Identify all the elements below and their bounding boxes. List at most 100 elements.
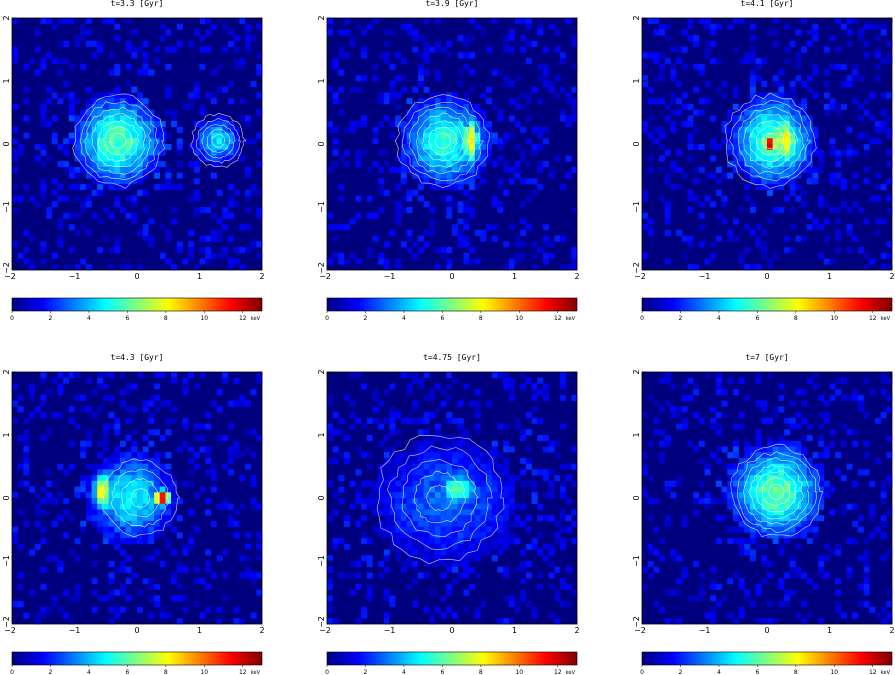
heatmap-cell xyxy=(29,383,36,390)
heatmap-cell xyxy=(687,264,694,271)
heatmap-cell xyxy=(400,452,407,459)
heatmap-cell xyxy=(542,492,549,499)
heatmap-cell xyxy=(681,63,688,70)
heatmap-cell xyxy=(503,572,510,579)
heatmap-cell xyxy=(46,429,53,436)
heatmap-cell xyxy=(693,389,700,396)
heatmap-cell xyxy=(148,515,155,522)
heatmap-cell xyxy=(744,195,751,202)
heatmap-cell xyxy=(755,149,762,156)
heatmap-cell xyxy=(137,498,143,505)
heatmap-cell xyxy=(503,618,510,625)
heatmap-cell xyxy=(383,446,390,453)
colorbar-tick-label: 4 xyxy=(87,315,91,322)
heatmap-cell xyxy=(732,218,739,225)
heatmap-cell xyxy=(85,86,92,93)
heatmap-cell xyxy=(698,583,705,590)
heatmap-cell xyxy=(840,612,847,619)
heatmap-cell xyxy=(85,201,92,208)
heatmap-cell xyxy=(57,412,64,419)
heatmap-cell xyxy=(17,394,24,401)
heatmap-cell xyxy=(80,63,87,70)
heatmap-cell xyxy=(446,457,453,464)
contour-line xyxy=(376,434,505,565)
heatmap-cell xyxy=(125,538,132,545)
heatmap-cell xyxy=(704,81,711,88)
heatmap-cell xyxy=(434,606,441,613)
heatmap-cell xyxy=(795,520,802,527)
heatmap-cell xyxy=(670,555,677,562)
heatmap-cell xyxy=(457,463,464,470)
heatmap-cell xyxy=(789,166,796,173)
heatmap-cell xyxy=(457,520,464,527)
heatmap-cell xyxy=(840,149,847,156)
x-tick-label: −1 xyxy=(699,272,711,281)
heatmap-cell xyxy=(715,429,722,436)
heatmap-cell xyxy=(761,526,768,533)
heatmap-cell xyxy=(395,264,402,271)
heatmap-cell xyxy=(880,606,887,613)
heatmap-cell xyxy=(159,252,166,259)
heatmap-cell xyxy=(119,115,126,122)
heatmap-cell xyxy=(119,264,126,271)
heatmap-cell xyxy=(159,509,166,516)
heatmap-cell xyxy=(344,572,351,579)
heatmap-cell xyxy=(812,35,819,42)
heatmap-cell xyxy=(738,252,745,259)
heatmap-cell xyxy=(880,109,887,116)
heatmap-cell xyxy=(355,561,362,568)
heatmap-cell xyxy=(125,46,132,53)
heatmap-cell xyxy=(508,29,515,36)
heatmap-cell xyxy=(429,138,436,145)
heatmap-cell xyxy=(463,103,470,110)
heatmap-cell xyxy=(727,172,734,179)
heatmap-cell xyxy=(755,166,762,173)
heatmap-cell xyxy=(440,498,447,505)
heatmap-cell xyxy=(531,406,538,413)
heatmap-cell xyxy=(395,258,402,265)
heatmap-cell xyxy=(327,212,333,219)
heatmap-cell xyxy=(205,18,212,25)
heatmap-cell xyxy=(778,149,785,156)
heatmap-cell xyxy=(119,166,126,173)
heatmap-cell xyxy=(778,126,785,133)
heatmap-cell xyxy=(446,606,453,613)
heatmap-cell xyxy=(732,235,739,242)
heatmap-cell xyxy=(772,149,779,156)
heatmap-cell xyxy=(131,201,138,208)
heatmap-cell xyxy=(210,572,217,579)
contour-line xyxy=(413,471,466,524)
heatmap-cell xyxy=(355,572,362,579)
heatmap-cell xyxy=(108,469,115,476)
heatmap-cell xyxy=(823,412,830,419)
heatmap-cell xyxy=(102,440,109,447)
heatmap-cell xyxy=(480,480,487,487)
heatmap-cell xyxy=(738,121,745,128)
heatmap-cell xyxy=(12,155,18,162)
heatmap-cell xyxy=(732,463,739,470)
y-tick-label: 0 xyxy=(2,495,11,500)
heatmap-cell xyxy=(74,372,81,379)
heatmap-cell xyxy=(434,457,441,464)
heatmap-cell xyxy=(565,515,572,522)
heatmap-cell xyxy=(784,103,791,110)
heatmap-cell xyxy=(767,126,773,133)
heatmap-cell xyxy=(795,532,802,539)
heatmap-cell xyxy=(165,463,172,470)
heatmap-cell xyxy=(176,172,183,179)
heatmap-cell xyxy=(559,377,566,384)
heatmap-cells xyxy=(327,372,578,625)
heatmap-cell xyxy=(469,526,476,533)
heatmap-cell xyxy=(119,372,126,379)
heatmap-cell xyxy=(806,121,813,128)
heatmap-cell xyxy=(784,144,791,151)
heatmap-cell xyxy=(886,549,893,556)
heatmap-cell xyxy=(137,121,143,128)
heatmap-cell xyxy=(670,121,677,128)
heatmap-cell xyxy=(97,98,104,105)
heatmap-cell xyxy=(869,515,876,522)
heatmap-cell xyxy=(571,446,578,453)
heatmap-cell xyxy=(412,377,419,384)
heatmap-cell xyxy=(137,126,143,133)
heatmap-cell xyxy=(571,480,578,487)
